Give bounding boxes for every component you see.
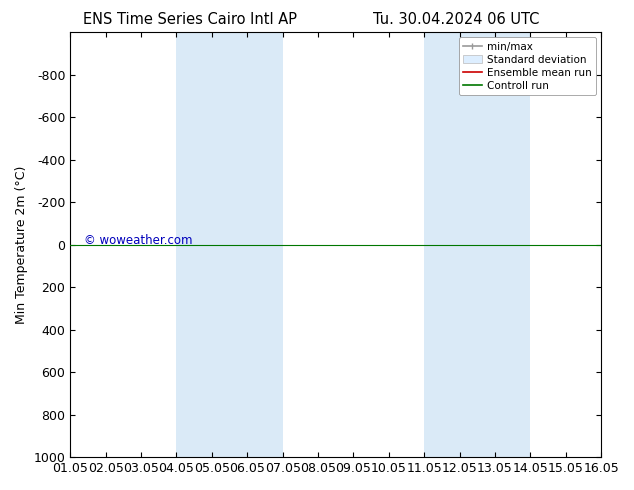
Y-axis label: Min Temperature 2m (°C): Min Temperature 2m (°C): [15, 166, 28, 324]
Text: ENS Time Series Cairo Intl AP: ENS Time Series Cairo Intl AP: [83, 12, 297, 27]
Text: © woweather.com: © woweather.com: [84, 234, 192, 247]
Bar: [176, 32, 283, 457]
Legend: min/max, Standard deviation, Ensemble mean run, Controll run: min/max, Standard deviation, Ensemble me…: [459, 37, 596, 95]
Text: Tu. 30.04.2024 06 UTC: Tu. 30.04.2024 06 UTC: [373, 12, 540, 27]
Bar: [424, 32, 531, 457]
